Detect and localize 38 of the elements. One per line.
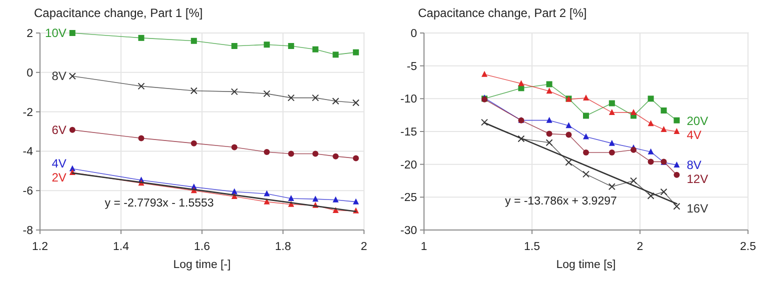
y-tick-label: -5 (406, 60, 417, 73)
series-label: 2V (52, 170, 66, 185)
y-tick-label: -20 (400, 159, 417, 172)
annotation: y = -13.786x + 3.9297 (505, 195, 617, 208)
x-tick-label: 1.6 (194, 241, 210, 253)
series-label: 8V (52, 69, 66, 84)
x-tick-label: 1.4 (113, 241, 130, 253)
y-tick-label: -25 (400, 192, 417, 204)
series-label: 12V (686, 172, 708, 186)
x-tick-label: 2 (360, 241, 368, 253)
y-tick-label: 2 (26, 28, 33, 40)
x-axis-title: Log time [s] (556, 259, 616, 271)
y-tick-label: 0 (26, 67, 33, 80)
y-tick-label: -30 (400, 225, 417, 237)
x-tick-label: 2.5 (740, 241, 756, 253)
series-label: 4V (52, 156, 66, 171)
x-tick-label: 1.2 (32, 241, 48, 253)
y-tick-label: -4 (22, 146, 34, 158)
y-tick-label: -10 (400, 94, 417, 106)
series-label: 4V (686, 128, 702, 142)
series-label: 10V (45, 26, 66, 40)
series-label: 20V (686, 114, 708, 128)
y-tick-label: -15 (400, 126, 417, 138)
x-tick-label: 1.8 (275, 241, 291, 253)
x-tick-label: 1.5 (524, 241, 540, 253)
series-label: 16V (686, 201, 708, 216)
y-tick-label: -8 (22, 225, 33, 237)
x-tick-label: 2 (636, 241, 644, 253)
y-tick-label: -2 (22, 106, 33, 119)
series-label: 8V (686, 158, 702, 172)
chart-title: Capacitance change, Part 1 [%] (34, 6, 203, 20)
x-axis-title: Log time [-] (173, 259, 231, 271)
y-tick-label: 0 (410, 28, 417, 40)
y-tick-label: -6 (22, 186, 33, 198)
series-label: 6V (52, 122, 66, 137)
x-tick-label: 1 (420, 241, 428, 253)
chart-title: Capacitance change, Part 2 [%] (418, 6, 587, 20)
annotation: y = -2.7793x - 1.5553 (104, 197, 214, 210)
